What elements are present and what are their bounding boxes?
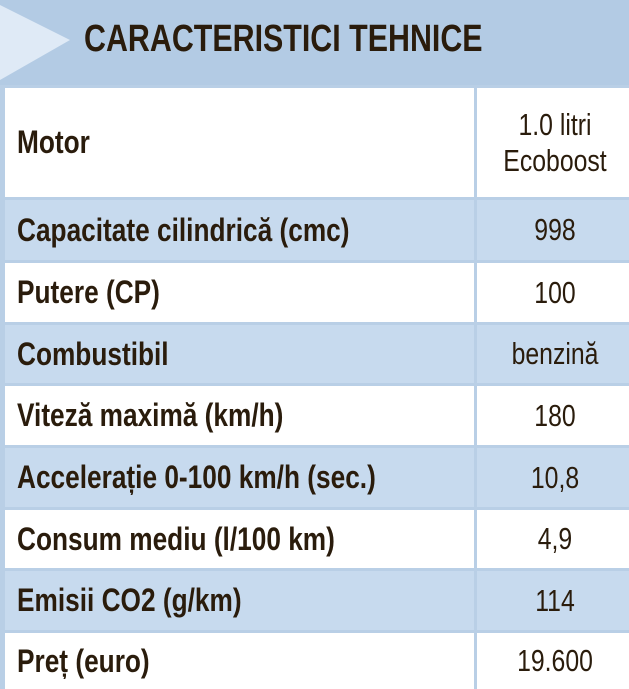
label-cell: Accelerație 0-100 km/h (sec.) xyxy=(5,448,471,507)
value-cell: 998 xyxy=(474,200,629,260)
label-cell: Putere (CP) xyxy=(5,263,471,322)
table-row: Putere (CP) 100 xyxy=(5,260,629,322)
header-arrow xyxy=(0,5,70,80)
table-row: Viteză maximă (km/h) 180 xyxy=(5,383,629,445)
label-cell: Capacitate cilindrică (cmc) xyxy=(5,200,471,260)
header: CARACTERISTICI TEHNICE xyxy=(0,0,629,85)
table-row: Capacitate cilindrică (cmc) 998 xyxy=(5,197,629,260)
label-text: Putere (CP) xyxy=(17,274,160,310)
label-cell: Preț (euro) xyxy=(5,633,471,689)
header-band xyxy=(0,0,629,85)
table-row: Preț (euro) 19.600 xyxy=(5,630,629,689)
label-text: Emisii CO2 (g/km) xyxy=(17,582,242,618)
label-cell: Motor xyxy=(5,88,471,197)
value-text: 4,9 xyxy=(537,521,572,556)
value-text: 180 xyxy=(533,397,576,433)
header-decoration xyxy=(0,0,629,85)
value-cell: 1.0 litri Ecoboost xyxy=(474,88,629,197)
value-cell: 100 xyxy=(474,263,629,322)
value-cell: benzină xyxy=(474,325,629,383)
label-text: Capacitate cilindrică (cmc) xyxy=(17,211,350,248)
value-cell: 180 xyxy=(474,386,629,445)
table-row: Motor 1.0 litri Ecoboost xyxy=(5,85,629,197)
label-cell: Combustibil xyxy=(5,325,471,383)
value-cell: 19.600 xyxy=(474,633,629,689)
value-text: 1.0 litri Ecoboost xyxy=(502,106,607,178)
value-text: benzină xyxy=(511,336,598,371)
label-text: Motor xyxy=(17,124,90,160)
value-text: 114 xyxy=(534,582,575,618)
table-row: Accelerație 0-100 km/h (sec.) 10,8 xyxy=(5,445,629,507)
label-text: Combustibil xyxy=(17,335,169,372)
label-cell: Consum mediu (l/100 km) xyxy=(5,510,471,568)
table-row: Emisii CO2 (g/km) 114 xyxy=(5,568,629,630)
header-title: CARACTERISTICI TEHNICE xyxy=(84,18,483,60)
label-text: Consum mediu (l/100 km) xyxy=(17,520,335,557)
label-text: Accelerație 0-100 km/h (sec.) xyxy=(17,459,376,495)
value-text: 10,8 xyxy=(530,459,579,495)
label-cell: Viteză maximă (km/h) xyxy=(5,386,471,445)
label-text: Preț (euro) xyxy=(17,642,150,679)
table-row: Combustibil benzină xyxy=(5,322,629,383)
value-text: 998 xyxy=(533,212,576,247)
value-text: 19.600 xyxy=(516,643,593,678)
value-text: 100 xyxy=(533,274,576,310)
value-cell: 114 xyxy=(474,571,629,630)
value-cell: 4,9 xyxy=(474,510,629,568)
value-cell: 10,8 xyxy=(474,448,629,507)
label-text: Viteză maximă (km/h) xyxy=(17,397,284,433)
table-row: Consum mediu (l/100 km) 4,9 xyxy=(5,507,629,568)
label-cell: Emisii CO2 (g/km) xyxy=(5,571,471,630)
